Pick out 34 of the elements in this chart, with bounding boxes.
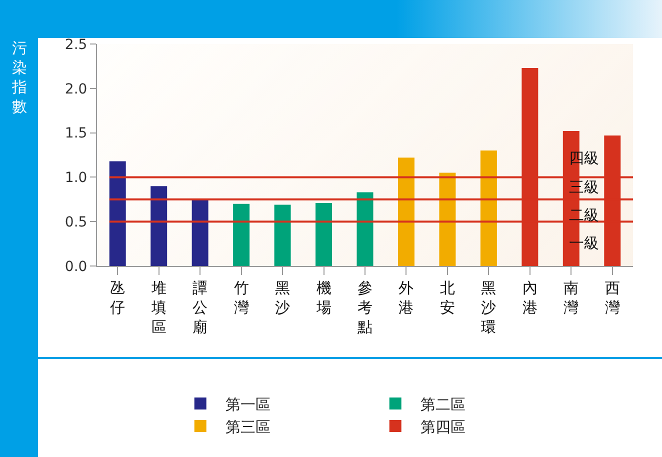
legend-label: 第三區: [225, 418, 270, 436]
bar: [316, 202, 332, 266]
y-tick-label: 0.0: [64, 258, 88, 275]
bar: [480, 150, 497, 266]
bar: [356, 192, 374, 266]
x-tick-label: 南灣: [564, 279, 579, 316]
y-axis-title: 污染指數: [11, 39, 27, 116]
x-tick-label: 黑沙環: [481, 279, 496, 336]
x-tick-label: 西灣: [604, 279, 620, 316]
legend-label: 第四區: [420, 418, 466, 436]
bar: [233, 204, 250, 266]
bar: [398, 158, 414, 266]
x-tick-label: 內港: [522, 279, 538, 316]
y-tick-label: 1.0: [64, 170, 88, 186]
legend-label: 第一區: [225, 395, 270, 414]
x-tick-label: 北安: [440, 279, 455, 316]
y-tick-label: 0.5: [64, 214, 88, 230]
x-tick-label: 譚公廟: [192, 279, 208, 336]
x-tick-label: 堆填區: [150, 279, 166, 336]
bar: [192, 198, 208, 266]
bar: [150, 186, 168, 266]
x-tick-label: 機場: [315, 279, 332, 316]
bar: [439, 172, 456, 266]
x-tick-label: 外港: [398, 279, 414, 316]
bar: [109, 161, 126, 266]
x-tick-label: 竹灣: [234, 279, 249, 316]
x-tick-label: 黑沙: [275, 279, 290, 316]
y-tick-label: 2.0: [64, 81, 88, 98]
x-tick-label: 氹仔: [110, 279, 126, 316]
y-tick-label: 2.5: [64, 36, 88, 53]
bar: [274, 204, 291, 266]
y-tick-label: 1.5: [64, 126, 88, 142]
x-tick-label: 參考點: [356, 279, 372, 336]
legend-label: 第二區: [420, 395, 466, 414]
